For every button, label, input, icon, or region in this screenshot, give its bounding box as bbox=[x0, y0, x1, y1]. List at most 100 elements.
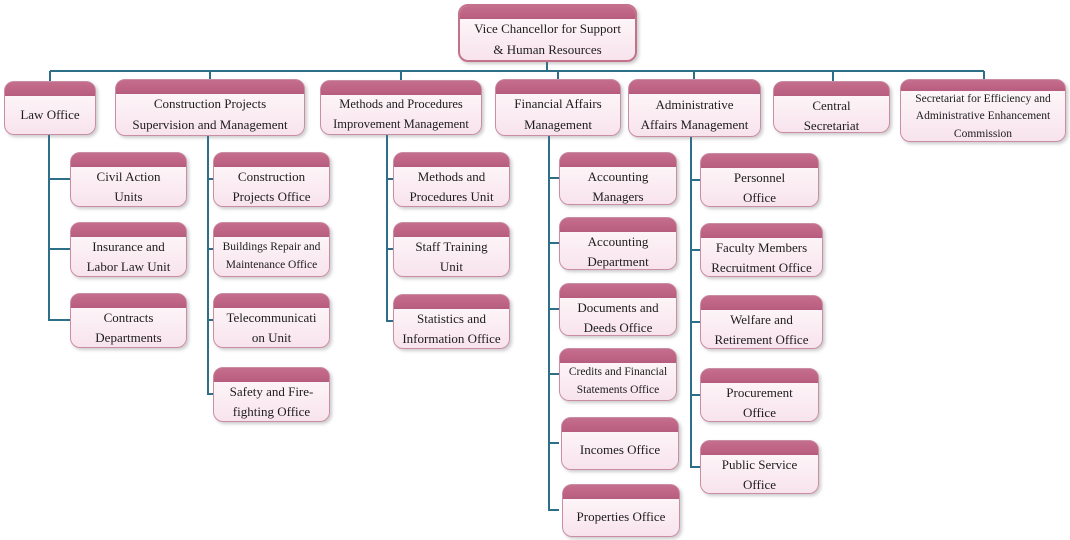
connector-construction-elbow-4 bbox=[207, 393, 213, 395]
node-label: Incomes Office bbox=[579, 442, 661, 458]
node-label: Buildings Repair and Maintenance Office bbox=[222, 241, 321, 271]
node-header-bar bbox=[563, 485, 679, 499]
node-label: Construction Projects Supervision and Ma… bbox=[132, 96, 288, 132]
node-label: Contracts Departments bbox=[95, 310, 162, 346]
connector-methods-elbow-3 bbox=[386, 320, 393, 322]
node-header-bar bbox=[214, 223, 329, 237]
connector-construction-spine bbox=[207, 136, 209, 395]
node-header-bar bbox=[460, 6, 635, 19]
node-header-bar bbox=[496, 80, 620, 94]
node-label: Accounting Managers bbox=[587, 169, 649, 205]
org-node-financial-affairs-management: Financial Affairs Management bbox=[495, 79, 621, 136]
node-label: Welfare and Retirement Office bbox=[714, 312, 809, 348]
node-label: Properties Office bbox=[576, 509, 666, 525]
org-node-personnel-office: Personnel Office bbox=[700, 153, 819, 207]
org-node-vice-chancellor: Vice Chancellor for Support & Human Reso… bbox=[458, 4, 637, 62]
org-node-safety-firefighting-office: Safety and Fire- fighting Office bbox=[213, 367, 330, 422]
org-node-staff-training-unit: Staff Training Unit bbox=[393, 222, 510, 277]
node-header-bar bbox=[560, 284, 676, 298]
connector-financial-elbow-2 bbox=[548, 242, 559, 244]
connector-financial-elbow-6 bbox=[548, 509, 559, 511]
org-node-statistics-information-office: Statistics and Information Office bbox=[393, 294, 510, 349]
node-label: Administrative Affairs Management bbox=[640, 96, 749, 132]
connector-stub-efficiency bbox=[983, 71, 985, 80]
org-node-contracts-departments: Contracts Departments bbox=[70, 293, 187, 348]
node-header-bar bbox=[71, 153, 186, 167]
node-header-bar bbox=[701, 441, 818, 455]
connector-administrative-elbow-1 bbox=[690, 179, 700, 181]
connector-administrative-elbow-3 bbox=[690, 321, 700, 323]
node-header-bar bbox=[321, 81, 481, 95]
node-label: Faculty Members Recruitment Office bbox=[711, 240, 812, 276]
node-header-bar bbox=[214, 368, 329, 382]
connector-root-stub bbox=[546, 61, 548, 71]
org-node-documents-deeds-office: Documents and Deeds Office bbox=[559, 283, 677, 336]
node-label: Secretariat for Efficiency and Administr… bbox=[915, 93, 1051, 140]
connector-construction-elbow-2 bbox=[207, 248, 213, 250]
org-node-procurement-office: Procurement Office bbox=[700, 368, 819, 422]
connector-financial-elbow-3 bbox=[548, 308, 559, 310]
node-header-bar bbox=[701, 224, 822, 238]
node-label: Safety and Fire- fighting Office bbox=[229, 384, 314, 420]
org-node-insurance-labor-law-unit: Insurance and Labor Law Unit bbox=[70, 222, 187, 277]
node-label: Procurement Office bbox=[726, 385, 793, 421]
node-label: Telecommunicati on Unit bbox=[226, 310, 317, 346]
connector-stub-central bbox=[832, 71, 834, 81]
connector-law-elbow-3 bbox=[48, 319, 70, 321]
node-label: Credits and Financial Statements Office bbox=[568, 366, 668, 396]
node-label: Methods and Procedures Unit bbox=[409, 169, 494, 205]
node-header-bar bbox=[214, 153, 329, 167]
node-header-bar bbox=[701, 296, 822, 310]
node-header-bar bbox=[5, 82, 95, 96]
node-label: Insurance and Labor Law Unit bbox=[86, 239, 171, 275]
org-node-law-office: Law Office bbox=[4, 81, 96, 135]
node-header-bar bbox=[701, 154, 818, 168]
connector-construction-elbow-3 bbox=[207, 319, 213, 321]
org-node-buildings-repair-maintenance-office: Buildings Repair and Maintenance Office bbox=[213, 222, 330, 277]
node-label: Documents and Deeds Office bbox=[577, 300, 659, 336]
node-header-bar bbox=[562, 418, 678, 432]
org-node-credits-financial-statements-office: Credits and Financial Statements Office bbox=[559, 348, 677, 401]
connector-administrative-spine bbox=[690, 137, 692, 468]
org-node-welfare-retirement-office: Welfare and Retirement Office bbox=[700, 295, 823, 349]
node-label: Law Office bbox=[20, 106, 80, 122]
node-label: Accounting Department bbox=[587, 234, 649, 270]
node-label: Central Secretariat bbox=[803, 98, 860, 134]
node-header-bar bbox=[214, 294, 329, 308]
org-node-public-service-office: Public Service Office bbox=[700, 440, 819, 494]
org-node-administrative-affairs-management: Administrative Affairs Management bbox=[628, 79, 761, 137]
org-node-faculty-members-recruitment-office: Faculty Members Recruitment Office bbox=[700, 223, 823, 277]
org-node-properties-office: Properties Office bbox=[562, 484, 680, 537]
connector-methods-elbow-1 bbox=[386, 178, 393, 180]
org-node-central-secretariat: Central Secretariat bbox=[773, 81, 890, 133]
node-header-bar bbox=[560, 218, 676, 232]
node-label: Personnel Office bbox=[733, 170, 786, 206]
org-node-construction-projects-office: Construction Projects Office bbox=[213, 152, 330, 207]
connector-administrative-elbow-4 bbox=[690, 394, 700, 396]
node-label: Financial Affairs Management bbox=[514, 96, 602, 132]
org-node-efficiency-commission-secretariat: Secretariat for Efficiency and Administr… bbox=[900, 79, 1066, 142]
connector-administrative-elbow-2 bbox=[690, 249, 700, 251]
node-header-bar bbox=[560, 349, 676, 363]
node-label: Construction Projects Office bbox=[232, 169, 311, 205]
node-header-bar bbox=[116, 80, 304, 94]
connector-stub-law bbox=[49, 71, 51, 81]
connector-law-spine bbox=[48, 135, 50, 321]
node-label: Civil Action Units bbox=[96, 169, 161, 205]
connector-methods-spine bbox=[386, 135, 388, 322]
org-node-civil-action-units: Civil Action Units bbox=[70, 152, 187, 207]
connector-construction-elbow-1 bbox=[207, 178, 213, 180]
connector-bus bbox=[50, 70, 984, 72]
node-header-bar bbox=[71, 294, 186, 308]
node-label: Vice Chancellor for Support & Human Reso… bbox=[474, 21, 621, 57]
node-label: Statistics and Information Office bbox=[402, 311, 501, 347]
node-header-bar bbox=[701, 369, 818, 383]
node-label: Staff Training Unit bbox=[415, 239, 488, 275]
node-header-bar bbox=[629, 80, 760, 94]
connector-stub-construction bbox=[209, 71, 211, 80]
connector-financial-elbow-4 bbox=[548, 373, 559, 375]
node-header-bar bbox=[901, 80, 1065, 91]
node-header-bar bbox=[394, 153, 509, 167]
node-header-bar bbox=[394, 295, 509, 309]
